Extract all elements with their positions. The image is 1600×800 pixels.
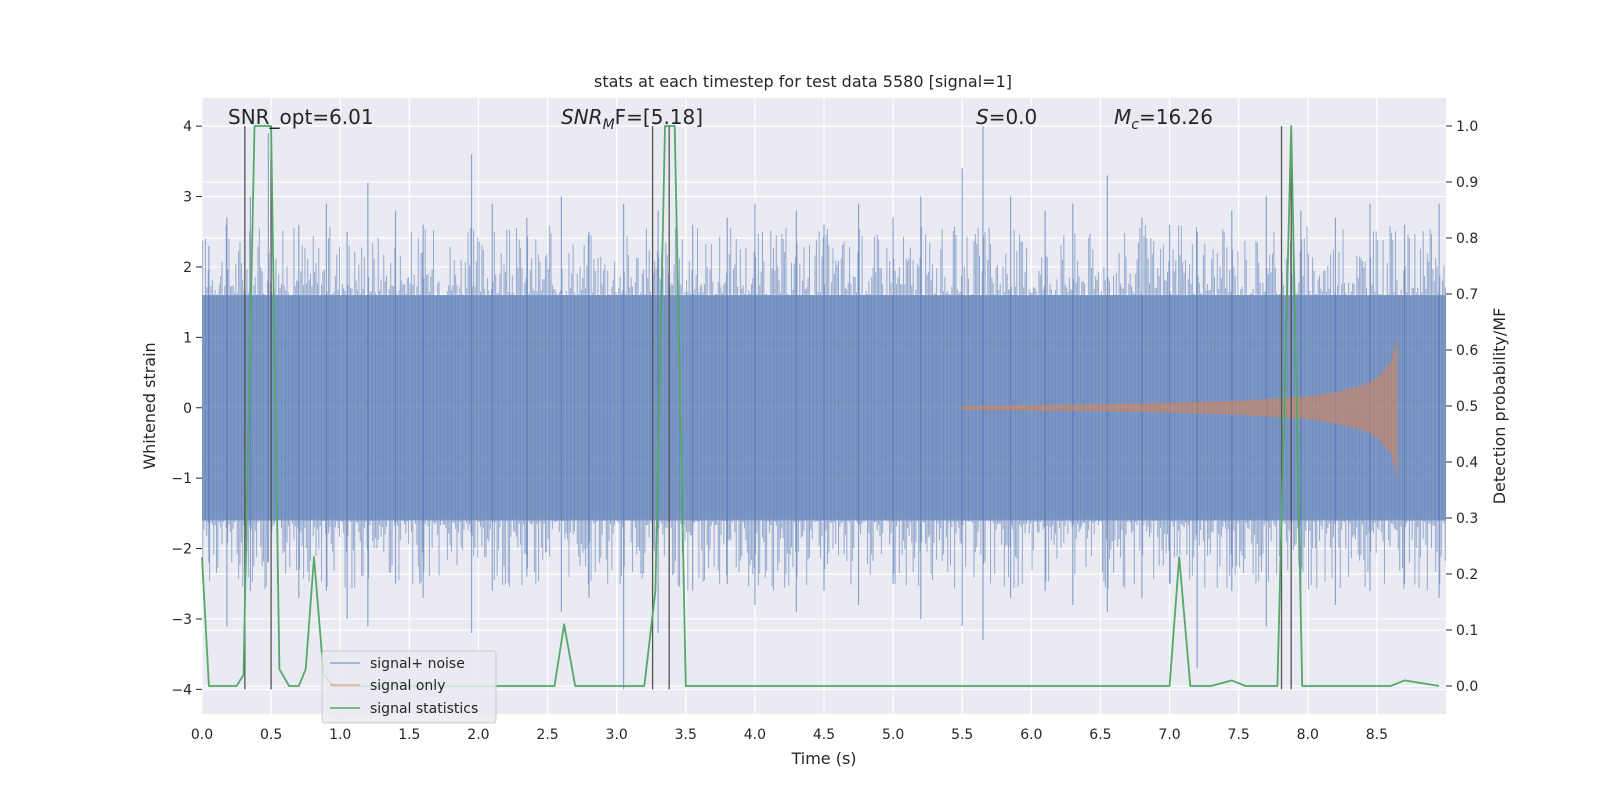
x-tick-label: 7.5 (1228, 727, 1250, 743)
mc-annotation: Mc=16.26 (1114, 105, 1213, 133)
legend-label-stats: signal statistics (370, 701, 478, 717)
y-right-tick-label: 0.8 (1456, 231, 1478, 247)
snr-mf-annotation: SNRMF=[5.18] (561, 105, 703, 133)
x-tick-label: 6.5 (1089, 727, 1111, 743)
x-axis-label: Time (s) (790, 749, 856, 768)
x-tick-label: 0.0 (191, 727, 213, 743)
x-tick-label: 5.0 (882, 727, 904, 743)
y-right-tick-label: 0.4 (1456, 455, 1478, 471)
s-variable: S (976, 105, 989, 129)
mc-variable: M (1114, 105, 1131, 129)
statistics-line (201, 125, 1440, 687)
snr-mf-prefix: SNR (561, 105, 603, 129)
vertical-markers (244, 126, 1292, 690)
legend-label-signal: signal only (370, 678, 445, 694)
x-tick-label: 2.0 (467, 727, 489, 743)
snr-mf-subscript: M (603, 117, 615, 133)
x-tick-label: 8.0 (1297, 727, 1319, 743)
y-left-tick-label: 4 (183, 119, 192, 135)
y-right-tick-label: 1.0 (1456, 119, 1478, 135)
y-left-tick-label: −3 (171, 612, 192, 628)
x-tick-label: 4.0 (744, 727, 766, 743)
y-left-tick-label: −1 (171, 471, 192, 487)
y-left-tick-label: 3 (183, 190, 192, 206)
x-tick-label: 0.5 (260, 727, 282, 743)
chart-title: stats at each timestep for test data 558… (594, 72, 1012, 91)
y-right-tick-label: 0.5 (1456, 399, 1478, 415)
snr-mf-value: F=[5.18] (615, 105, 703, 129)
legend: signal+ noise signal only signal statist… (321, 650, 497, 724)
y-right-axis-label: Detection probability/MF (1490, 308, 1509, 505)
x-tick-label: 4.5 (813, 727, 835, 743)
x-tick-label: 1.5 (398, 727, 420, 743)
x-tick-label: 3.5 (675, 727, 697, 743)
signal-statistics-series (201, 125, 1440, 687)
y-left-tick-label: 0 (183, 401, 192, 417)
y-right-tick-labels: 1.0 0.9 0.8 0.7 0.6 0.5 0.4 0.3 0.2 0.1 0.0 (1446, 119, 1478, 695)
y-left-axis-label: Whitened strain (140, 342, 159, 469)
x-tick-labels: 0.0 0.5 1.0 1.5 2.0 2.5 3.0 3.5 4.0 4.5 5.0 5.5 6.0 6… (191, 727, 1388, 743)
y-right-tick-label: 0.3 (1456, 511, 1478, 527)
x-tick-label: 5.5 (951, 727, 973, 743)
y-left-tick-label: −4 (171, 682, 192, 698)
x-tick-label: 7.0 (1158, 727, 1180, 743)
y-right-tick-label: 0.2 (1456, 567, 1478, 583)
y-right-tick-label: 0.7 (1456, 287, 1478, 303)
y-right-tick-label: 0.0 (1456, 679, 1478, 695)
x-tick-label: 3.0 (606, 727, 628, 743)
mc-subscript: c (1131, 117, 1139, 133)
signal-envelope (962, 337, 1398, 479)
x-tick-label: 2.5 (536, 727, 558, 743)
y-right-tick-label: 0.9 (1456, 175, 1478, 191)
y-right-tick-label: 0.6 (1456, 343, 1478, 359)
signal-only-series (962, 337, 1398, 479)
y-left-tick-labels: 4 3 2 1 0 −1 −2 −3 −4 (171, 119, 202, 698)
legend-label-noise: signal+ noise (370, 656, 465, 672)
y-right-tick-label: 0.1 (1456, 623, 1478, 639)
x-tick-label: 8.5 (1366, 727, 1388, 743)
x-tick-label: 6.0 (1020, 727, 1042, 743)
snr-opt-annotation: SNR_opt=6.01 (228, 105, 374, 129)
signal-plus-noise-series (202, 126, 1446, 690)
s-value: =0.0 (989, 105, 1038, 129)
s-annotation: S=0.0 (976, 105, 1037, 129)
x-tick-label: 1.0 (329, 727, 351, 743)
legend-box (321, 650, 497, 724)
y-left-tick-label: 2 (183, 260, 192, 276)
y-left-tick-label: −2 (171, 542, 192, 558)
mc-value: =16.26 (1139, 105, 1213, 129)
y-left-tick-label: 1 (183, 330, 192, 346)
